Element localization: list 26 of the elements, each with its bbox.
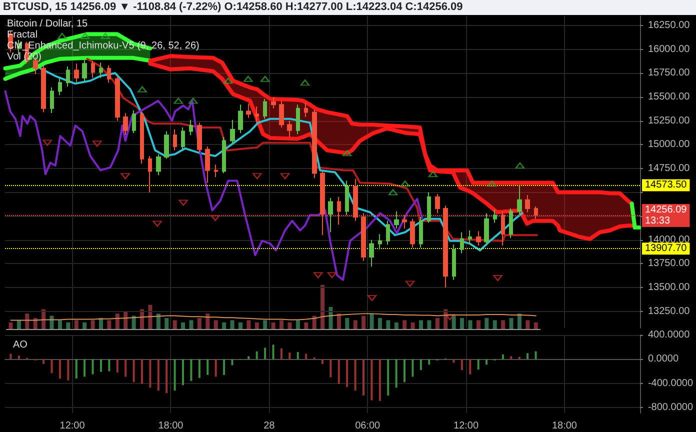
x-tick-label: 06:00 [355, 420, 381, 432]
y-tick-label: 13750.00 [648, 258, 690, 270]
y-tick-label: 13500.00 [648, 282, 690, 294]
x-tick-label: 12:00 [60, 420, 86, 432]
y-tick-label: 15750.00 [648, 68, 690, 79]
x-tick-label: 28 [264, 420, 276, 432]
y-tick-label: 13250.00 [648, 306, 690, 317]
ref-line-label: 14256.09 13:33 [645, 204, 688, 226]
y-tick-label: 16000.00 [648, 44, 690, 55]
annotation: Bitcoin / Dollar, 15 [7, 18, 88, 30]
y-tick-label: 400.0000 [648, 330, 690, 340]
x-tick-label: 18:00 [552, 420, 578, 432]
x-tick-label: 12:00 [454, 420, 479, 432]
y-tick-label: -400.0000 [648, 378, 694, 389]
y-tick-label: 16250.00 [648, 20, 690, 32]
x-tick-label: 18:00 [158, 420, 184, 432]
chart-title: BTCUSD, 15 14256.09 ▼ -1108.84 (-7.22%) O:14258.60 H:14277.00 L:14223.04 C:14256.09 [0, 0, 696, 15]
y-tick-label: 15500.00 [648, 91, 690, 102]
chart-title: AO [13, 340, 28, 350]
y-tick-label: 15250.00 [648, 115, 690, 126]
y-tick-label: 0.0000 [648, 354, 679, 365]
y-tick-label: 14750.00 [648, 162, 690, 174]
ref-line-label: 13907.70 [645, 243, 688, 254]
y-tick-label: -800.0000 [648, 402, 694, 414]
y-tick-label: 15000.00 [648, 139, 690, 150]
ref-line-label: 14573.50 [645, 180, 688, 191]
